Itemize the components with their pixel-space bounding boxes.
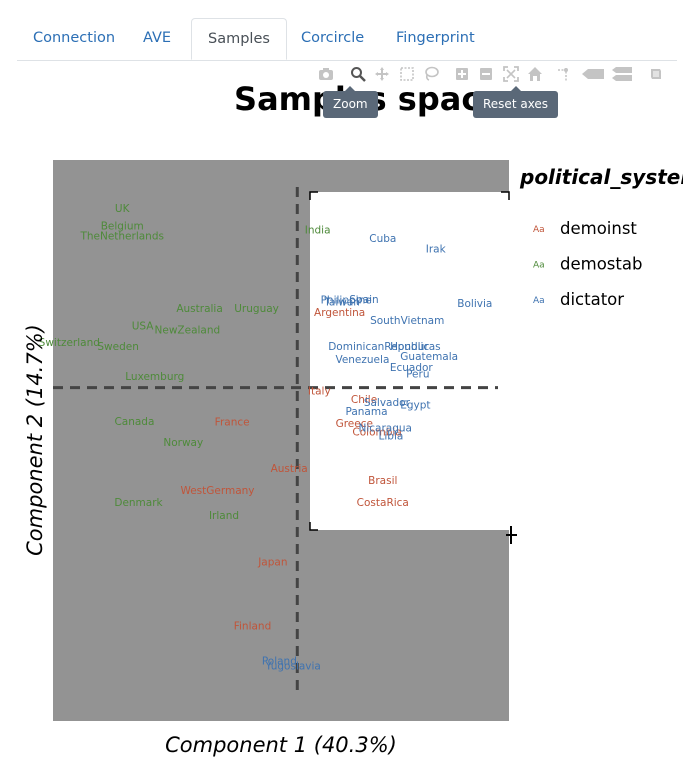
- point-label[interactable]: WestGermany: [180, 485, 254, 497]
- point-label[interactable]: Cuba: [369, 233, 396, 245]
- camera-icon[interactable]: [318, 66, 336, 84]
- hover-compare-icon[interactable]: [612, 66, 632, 84]
- legend-item-label[interactable]: demoinst: [560, 219, 637, 238]
- point-label[interactable]: Luxemburg: [125, 371, 184, 383]
- point-label[interactable]: Ecuador: [390, 362, 434, 374]
- zero-lines: [53, 187, 498, 695]
- point-label[interactable]: SouthVietnam: [370, 315, 444, 327]
- point-label[interactable]: Irak: [426, 243, 447, 255]
- pan-icon[interactable]: [374, 66, 392, 84]
- point-label[interactable]: Philippine: [321, 295, 372, 307]
- point-label[interactable]: Spain: [349, 294, 378, 306]
- point-label[interactable]: Guatemala: [400, 351, 458, 363]
- tab-connection[interactable]: Connection: [33, 30, 116, 46]
- y-axis-label: Component 2 (14.7%): [23, 324, 47, 556]
- zoom-corner: [309, 191, 318, 200]
- point-label[interactable]: Uruguay: [234, 303, 279, 315]
- point-label[interactable]: Australia: [176, 303, 222, 315]
- point-label[interactable]: Salvador: [364, 397, 411, 409]
- point-label[interactable]: Honduras: [390, 341, 441, 353]
- point-label[interactable]: Irland: [209, 510, 239, 522]
- point-label[interactable]: Taiwan: [323, 296, 360, 308]
- point-label[interactable]: Belgium: [101, 221, 144, 233]
- lasso-icon[interactable]: [423, 66, 441, 84]
- zoom-selection-box: [309, 191, 517, 544]
- zoom-corner: [309, 522, 318, 531]
- point-label[interactable]: TheNetherlands: [79, 230, 164, 242]
- zoom-tooltip: Zoom: [323, 86, 378, 118]
- legend-item-label[interactable]: dictator: [560, 290, 624, 309]
- point-label[interactable]: Norway: [163, 437, 203, 449]
- home-icon[interactable]: [527, 66, 545, 84]
- point-label[interactable]: Chile: [351, 394, 377, 406]
- point-label[interactable]: Italy: [308, 386, 331, 398]
- point-label[interactable]: India: [305, 225, 331, 237]
- point-label[interactable]: Sweden: [97, 341, 139, 353]
- plotly-logo-icon[interactable]: [648, 66, 666, 84]
- zoom-icon[interactable]: [350, 66, 368, 84]
- tab-samples[interactable]: Samples: [191, 18, 287, 60]
- point-label[interactable]: Finland: [234, 621, 272, 633]
- point-label[interactable]: Austria: [271, 463, 308, 475]
- point-label[interactable]: Peru: [406, 369, 429, 381]
- point-label[interactable]: NewZealand: [155, 325, 221, 337]
- point-label[interactable]: CostaRica: [357, 497, 409, 509]
- point-label[interactable]: Bolivia: [457, 298, 492, 310]
- point-label[interactable]: UK: [115, 203, 131, 215]
- tab-bar: Connection AVE Samples Corcircle Fingerp…: [17, 18, 677, 61]
- point-label[interactable]: Egypt: [400, 400, 430, 412]
- point-label[interactable]: Brasil: [368, 475, 397, 487]
- point-label[interactable]: Yugoslavia: [265, 661, 321, 673]
- point-label[interactable]: Colombia: [352, 426, 401, 438]
- reset-axes-tooltip: Reset axes: [473, 86, 559, 118]
- point-label[interactable]: Canada: [114, 416, 154, 428]
- box-select-icon[interactable]: [399, 66, 417, 84]
- zoom-corner: [501, 191, 510, 200]
- point-label[interactable]: Greece: [336, 418, 373, 430]
- point-label[interactable]: Libia: [379, 430, 404, 442]
- point-label[interactable]: Panama: [345, 406, 387, 418]
- point-label[interactable]: Venezuela: [335, 354, 389, 366]
- legend-swatch-icon[interactable]: Aa: [533, 225, 545, 235]
- zoom-in-icon[interactable]: [454, 66, 472, 84]
- hover-closest-icon[interactable]: [582, 66, 604, 84]
- legend-title: political_system: [519, 165, 683, 189]
- modebar: [316, 64, 666, 86]
- zoom-selection-area: [310, 192, 509, 530]
- x-axis-label: Component 1 (40.3%): [165, 733, 397, 757]
- point-label[interactable]: Switzerland: [39, 337, 100, 349]
- legend: Aa demoinst Aa demostab Aa dictator: [533, 219, 642, 309]
- point-label[interactable]: Denmark: [114, 497, 163, 509]
- zoom-out-icon[interactable]: [478, 66, 496, 84]
- legend-swatch-icon[interactable]: Aa: [533, 261, 545, 271]
- point-label[interactable]: Japan: [257, 556, 287, 568]
- point-label[interactable]: Nicaragua: [358, 422, 411, 434]
- legend-swatch-icon[interactable]: Aa: [533, 296, 545, 306]
- tab-corcircle[interactable]: Corcircle: [301, 30, 365, 46]
- spike-lines-icon[interactable]: [556, 66, 574, 84]
- point-label[interactable]: France: [215, 417, 250, 429]
- tab-ave[interactable]: AVE: [143, 30, 172, 46]
- crosshair-cursor: [506, 526, 517, 544]
- point-label[interactable]: DominicanRepublic: [328, 341, 429, 353]
- point-label[interactable]: Poland: [262, 656, 297, 668]
- autoscale-icon[interactable]: [503, 66, 521, 84]
- point-label[interactable]: Argentina: [314, 307, 365, 319]
- tab-fingerprint[interactable]: Fingerprint: [396, 30, 475, 46]
- point-label[interactable]: USA: [132, 321, 155, 333]
- legend-item-label[interactable]: demostab: [560, 255, 642, 274]
